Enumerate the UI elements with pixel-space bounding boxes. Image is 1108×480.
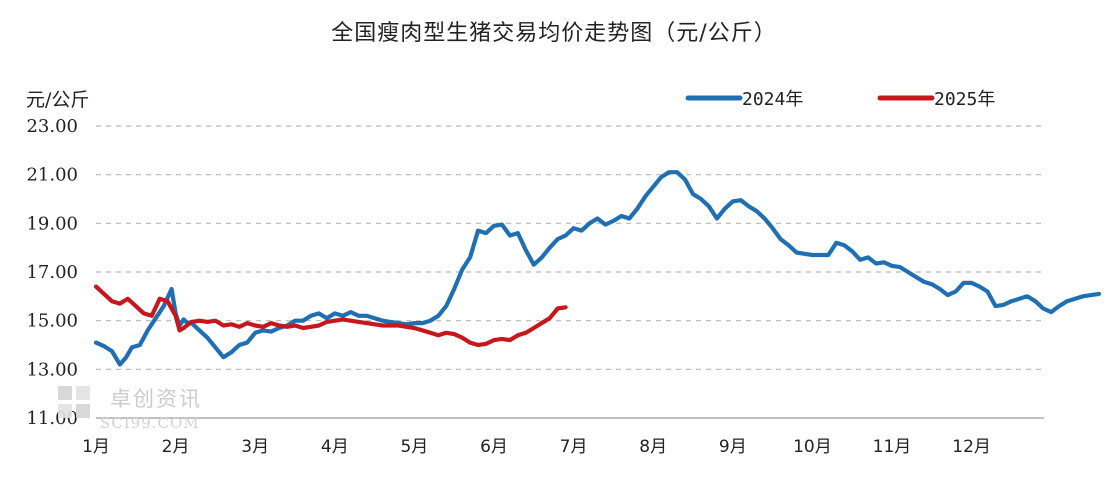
series-lines — [93, 170, 1102, 367]
x-tick-label: 1月 — [82, 437, 110, 457]
y-tick-label: 21.00 — [26, 165, 78, 186]
x-tick-label: 4月 — [321, 437, 349, 457]
watermark-logo-block — [58, 386, 72, 400]
watermark-logo-block — [76, 404, 90, 418]
watermark-brand: 卓创资讯 — [110, 387, 202, 411]
legend-label-2025: 2025年 — [934, 89, 995, 110]
x-tick-label: 12月 — [952, 437, 991, 457]
chart-title: 全国瘦肉型生猪交易均价走势图（元/公斤） — [331, 21, 776, 46]
x-tick-label: 10月 — [793, 437, 832, 457]
series-line-2024 — [93, 170, 1102, 367]
x-tick-label: 11月 — [873, 437, 912, 457]
x-tick-label: 7月 — [560, 437, 588, 457]
x-tick-label: 3月 — [241, 437, 269, 457]
gridlines — [96, 125, 1044, 370]
y-axis-unit-label: 元/公斤 — [26, 89, 89, 111]
x-tick-label: 5月 — [400, 437, 428, 457]
legend-label-2024: 2024年 — [742, 89, 803, 110]
series-line-2025 — [93, 284, 568, 348]
x-tick-label: 2月 — [162, 437, 190, 457]
y-tick-label: 15.00 — [26, 311, 78, 332]
watermark-logo: 卓创资讯 SCI99.COM — [58, 386, 202, 432]
x-tick-label: 6月 — [480, 437, 508, 457]
legend: 2024年 2025年 — [685, 89, 995, 110]
x-tick-label: 8月 — [639, 437, 667, 457]
y-tick-label: 17.00 — [26, 262, 78, 283]
x-axis-tick-labels: 1月 2月 3月 4月 5月 6月 7月 8月 9月 10月 11月 12月 — [82, 437, 991, 457]
watermark-logo-block — [76, 386, 90, 400]
y-tick-label: 19.00 — [26, 213, 78, 234]
y-tick-label: 23.00 — [26, 116, 78, 137]
y-tick-label: 13.00 — [26, 359, 78, 380]
watermark-url: SCI99.COM — [100, 414, 200, 432]
x-tick-label: 9月 — [719, 437, 747, 457]
watermark-logo-block — [58, 404, 72, 418]
